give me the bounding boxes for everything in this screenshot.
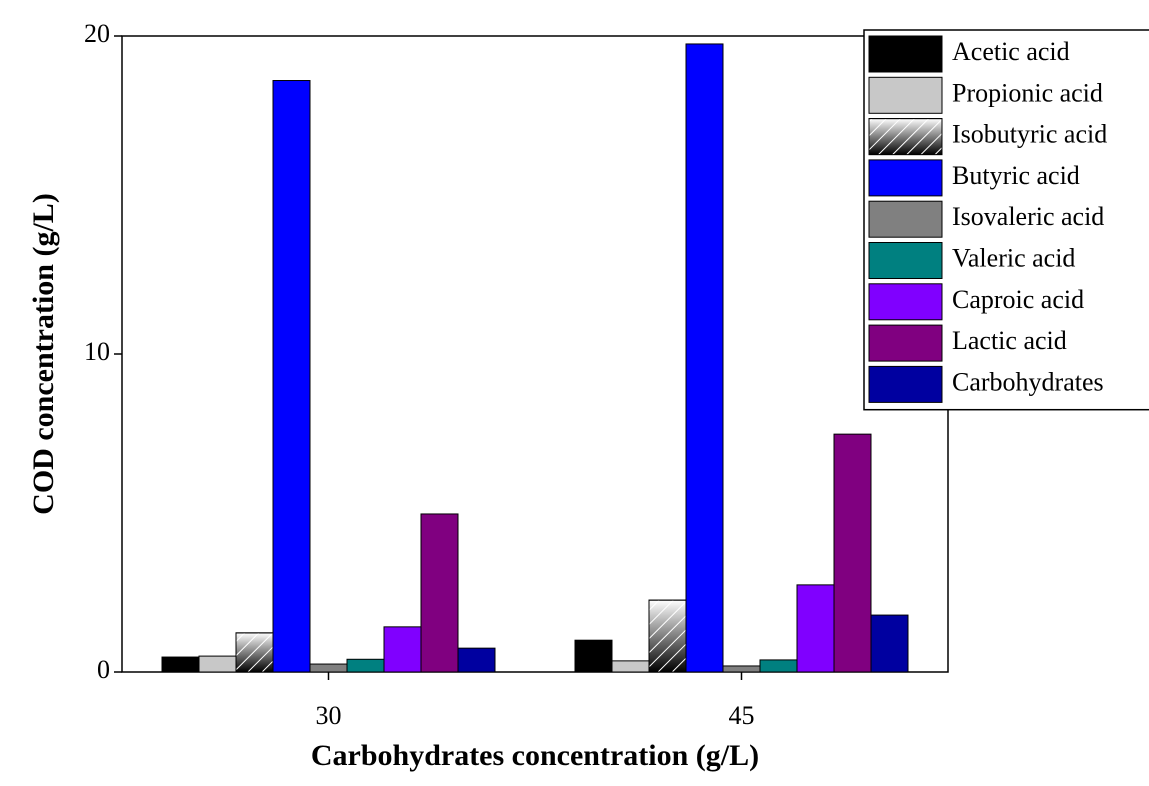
- legend-label: Acetic acid: [952, 37, 1070, 66]
- legend-swatch: [868, 200, 943, 238]
- bar-hatch: [648, 599, 687, 673]
- legend-label: Isovaleric acid: [952, 202, 1104, 231]
- x-axis-label: Carbohydrates concentration (g/L): [311, 739, 759, 772]
- bar: [833, 433, 872, 673]
- bar: [685, 43, 724, 673]
- bar: [796, 584, 835, 673]
- legend-label: Caproic acid: [952, 285, 1084, 314]
- y-tick-label: 20: [84, 19, 110, 48]
- bar: [383, 626, 422, 673]
- bar: [272, 80, 311, 673]
- bar: [722, 665, 761, 673]
- bar: [198, 655, 237, 673]
- legend-swatch: [868, 159, 943, 197]
- legend-label: Butyric acid: [952, 161, 1080, 190]
- legend-swatch: [868, 242, 943, 279]
- bar: [346, 658, 385, 673]
- legend-label: Propionic acid: [952, 78, 1103, 107]
- bar: [420, 513, 459, 673]
- bar: [759, 659, 798, 673]
- legend-swatch: [868, 365, 943, 403]
- plot-frame: [121, 35, 949, 673]
- bar-hatch: [235, 632, 274, 673]
- bar: [161, 656, 200, 673]
- legend-label: Valeric acid: [952, 243, 1075, 272]
- bar: [611, 660, 650, 673]
- legend-swatch: [868, 76, 943, 114]
- legend-swatch: [868, 324, 943, 362]
- x-tick-label: 45: [729, 701, 755, 730]
- legend-label: Carbohydrates: [952, 367, 1104, 396]
- bar: [309, 663, 348, 673]
- legend-swatch: [868, 283, 943, 321]
- x-tick-label: 30: [316, 701, 342, 730]
- bar: [457, 647, 496, 673]
- legend-label: Isobutyric acid: [952, 120, 1107, 149]
- y-tick-label: 10: [84, 337, 110, 366]
- y-axis-label: COD concentration (g/L): [27, 193, 60, 515]
- legend-hatch: [868, 118, 943, 156]
- y-tick-label: 0: [97, 655, 110, 684]
- bar: [574, 639, 613, 673]
- legend-swatch: [868, 35, 943, 73]
- bar: [870, 614, 909, 673]
- legend-label: Lactic acid: [952, 326, 1067, 355]
